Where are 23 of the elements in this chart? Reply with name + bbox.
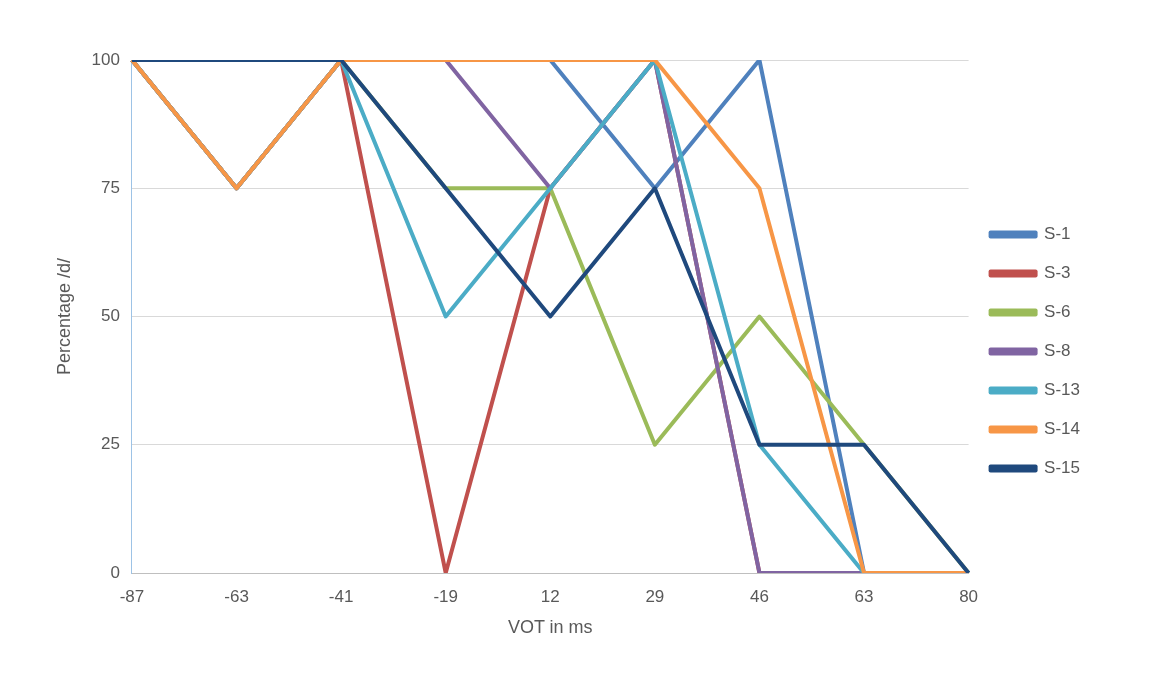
x-tick-label: 80 <box>959 586 979 606</box>
legend-label: S-13 <box>1044 380 1081 400</box>
x-tick-label: -87 <box>119 586 145 606</box>
x-tick-label: 29 <box>645 586 665 606</box>
legend-label: S-15 <box>1044 458 1081 478</box>
y-tick-label: 100 <box>91 49 120 69</box>
legend-label: S-1 <box>1044 224 1071 244</box>
legend-label: S-6 <box>1044 302 1071 322</box>
y-tick-label: 25 <box>101 434 120 454</box>
y-tick-label: 50 <box>101 306 120 326</box>
x-tick-label: 63 <box>854 586 874 606</box>
x-tick-label: 12 <box>540 586 560 606</box>
y-tick-label: 75 <box>101 177 120 197</box>
x-tick-label: -63 <box>224 586 249 606</box>
y-tick-label: 0 <box>110 562 120 582</box>
y-axis-title: Percentage /d/ <box>53 257 74 376</box>
x-tick-label: 46 <box>749 586 769 606</box>
x-axis-title: VOT in ms <box>507 617 593 638</box>
x-tick-label: -41 <box>328 586 354 606</box>
legend-label: S-3 <box>1044 263 1071 283</box>
x-tick-label: -19 <box>433 586 458 606</box>
legend-label: S-8 <box>1044 341 1071 361</box>
legend-label: S-14 <box>1044 419 1081 439</box>
